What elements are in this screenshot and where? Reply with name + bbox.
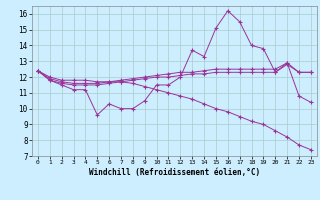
X-axis label: Windchill (Refroidissement éolien,°C): Windchill (Refroidissement éolien,°C): [89, 168, 260, 177]
